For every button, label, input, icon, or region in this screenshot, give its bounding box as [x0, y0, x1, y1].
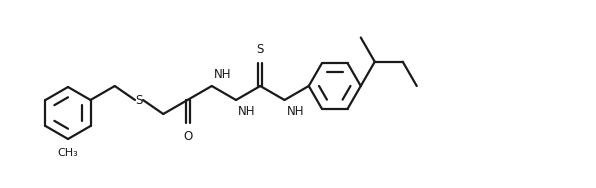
Text: NH: NH	[238, 105, 256, 118]
Text: CH₃: CH₃	[58, 148, 79, 158]
Text: S: S	[256, 43, 264, 56]
Text: NH: NH	[214, 68, 231, 81]
Text: NH: NH	[287, 105, 304, 118]
Text: S: S	[135, 93, 142, 106]
Text: O: O	[183, 130, 192, 143]
